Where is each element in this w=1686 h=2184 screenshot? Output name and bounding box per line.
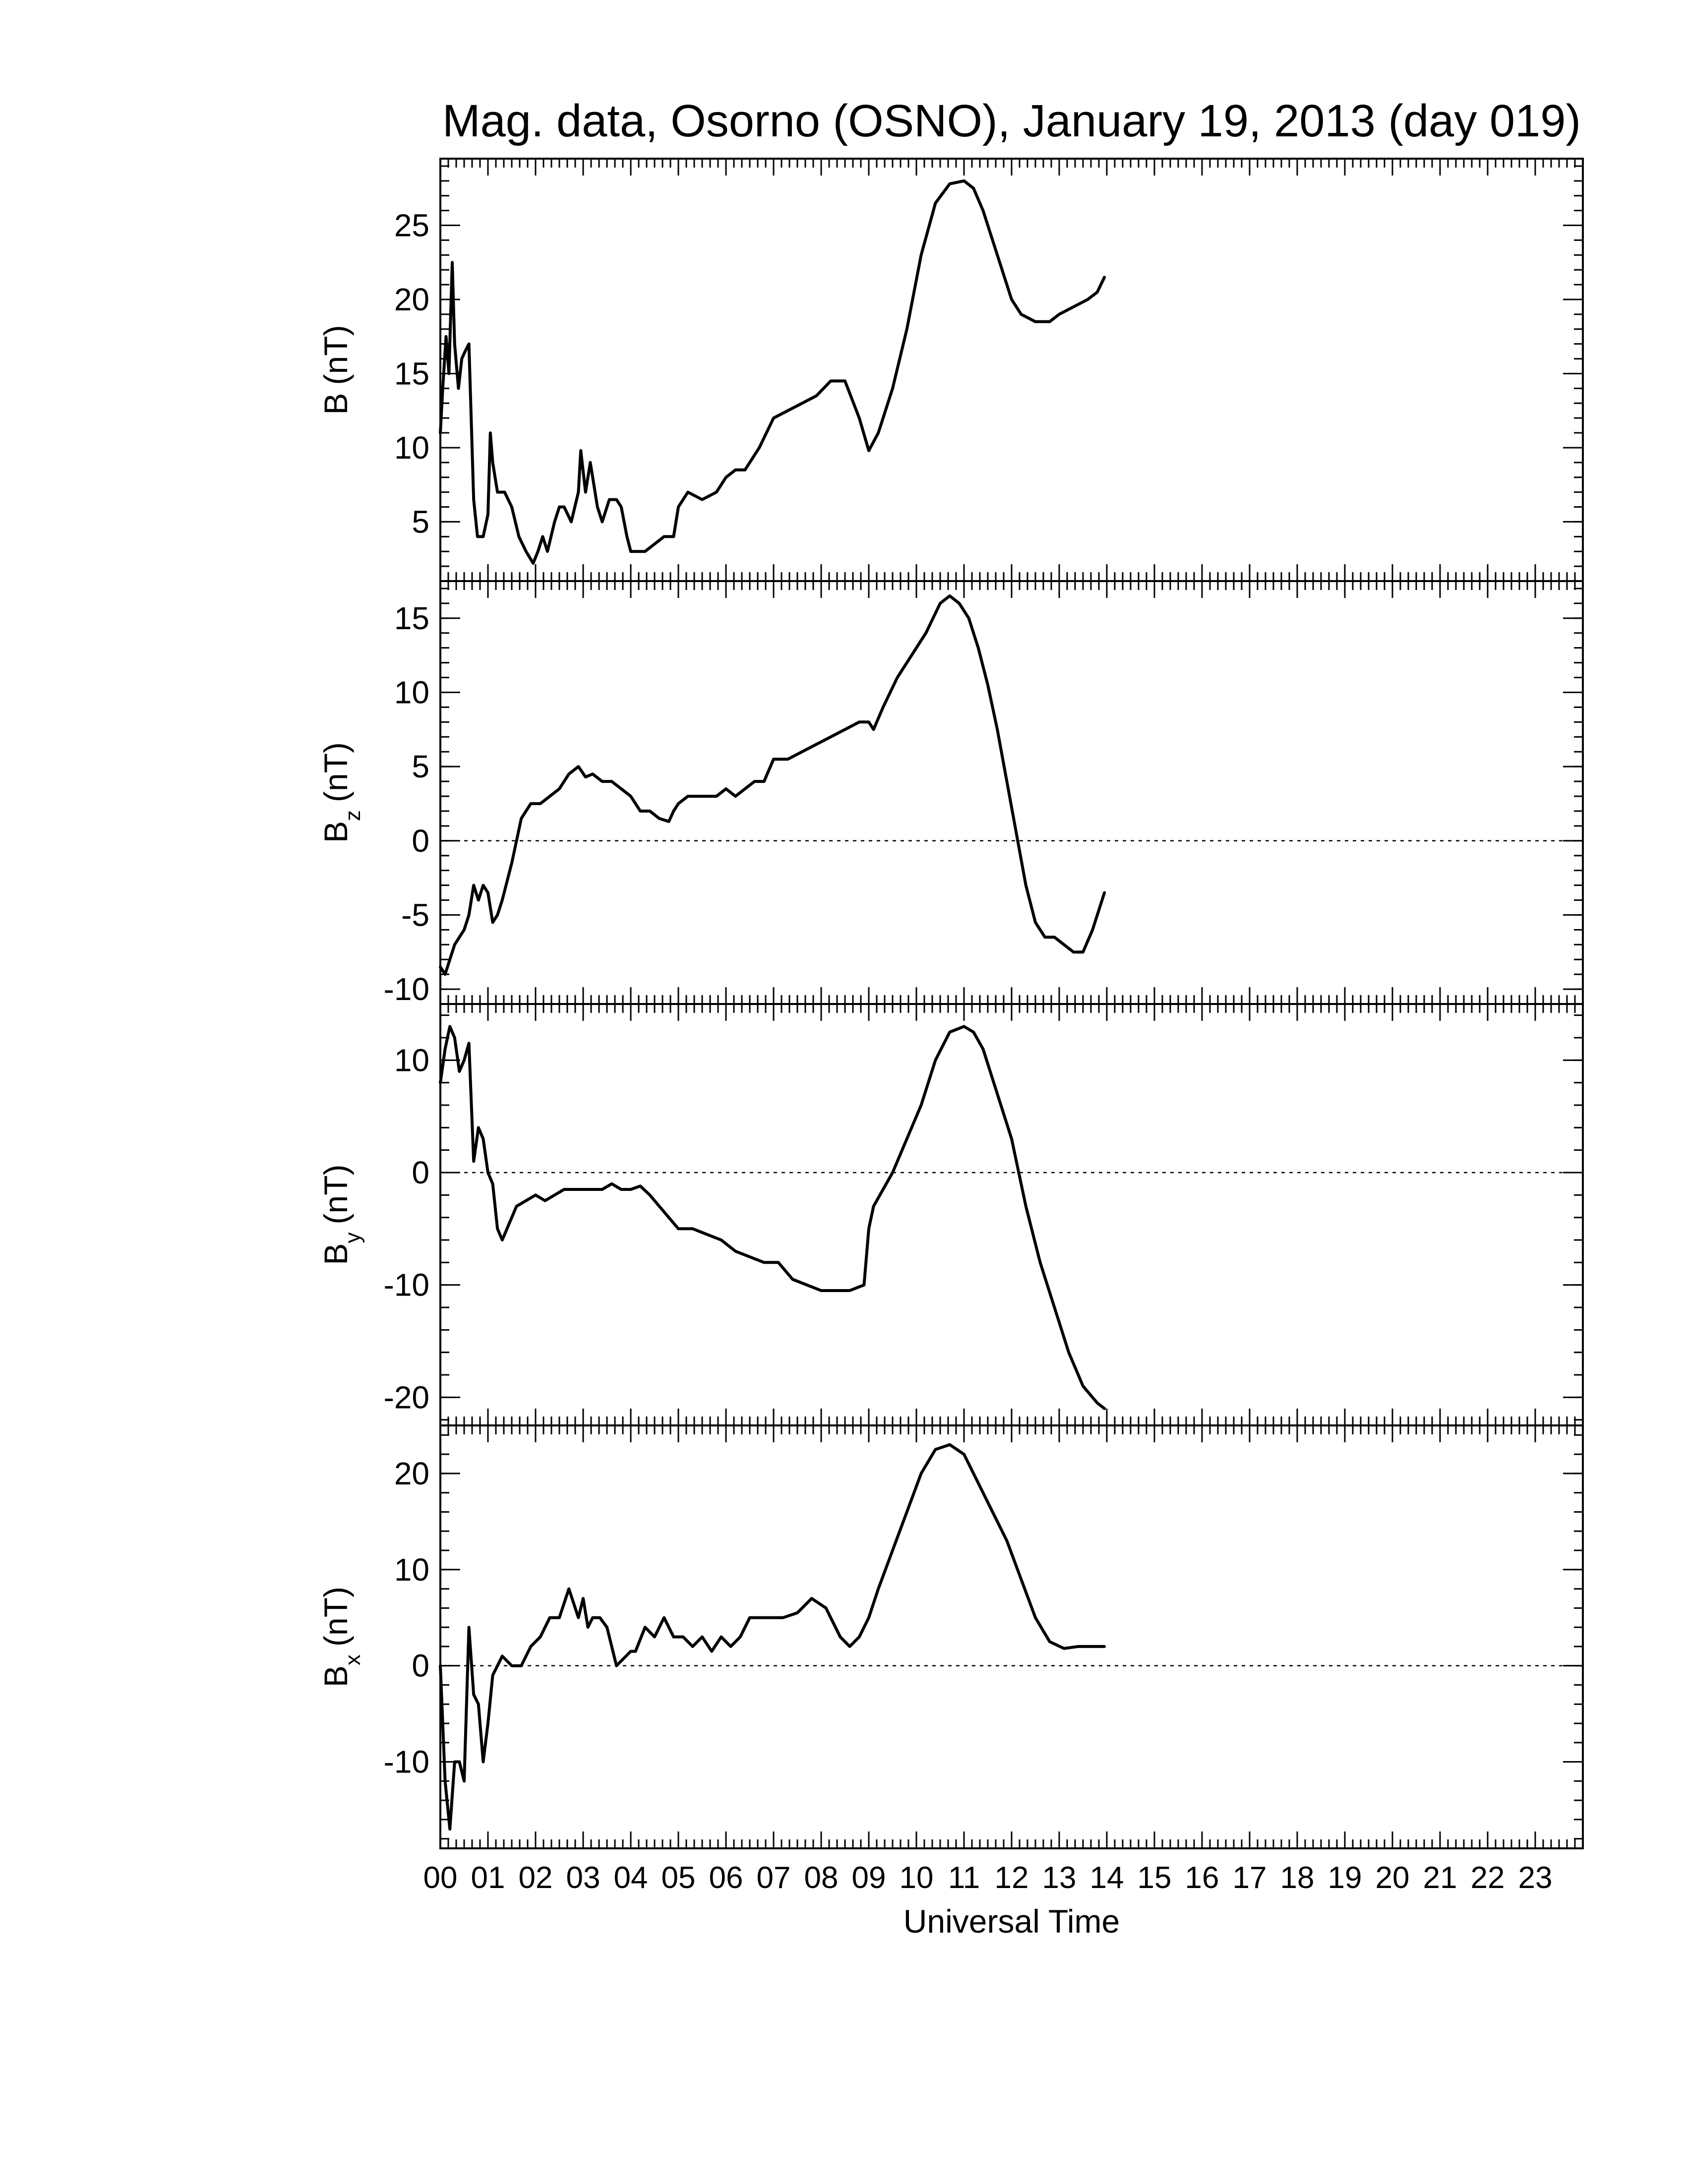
y-tick-label: -5 (401, 897, 429, 933)
x-tick-label: 16 (1185, 1861, 1219, 1895)
x-tick-label: 12 (995, 1861, 1029, 1895)
panel-B: 5 10 15 20 25 B (nT) (317, 158, 1584, 582)
y-tick-label: 0 (412, 823, 429, 859)
panels: 5 10 15 20 25 B (nT) -10 -5 0 5 10 15 Bz (nT) -20 -10 0 10… (317, 158, 1584, 1849)
x-axis-label: Universal Time (903, 1903, 1120, 1940)
y-tick-label: 5 (412, 749, 429, 784)
x-tick-label: 18 (1280, 1861, 1315, 1895)
y-tick-label: 15 (394, 355, 429, 391)
x-tick-label: 04 (614, 1861, 648, 1895)
x-tick-label: 05 (662, 1861, 696, 1895)
x-tick-label: 19 (1328, 1861, 1362, 1895)
y-tick-label: 10 (394, 674, 429, 710)
y-axis-label-main: B (317, 821, 354, 843)
y-tick-label: 15 (394, 600, 429, 636)
y-axis-label-main: B (317, 1665, 354, 1687)
x-tick-label: 14 (1090, 1861, 1124, 1895)
y-tick-label: 25 (394, 208, 429, 243)
y-tick-label: -10 (384, 1744, 430, 1780)
x-tick-label: 08 (804, 1861, 839, 1895)
y-tick-label: 5 (412, 504, 429, 539)
y-tick-label: 20 (394, 1456, 429, 1491)
x-tick-label: 03 (566, 1861, 601, 1895)
x-tick-label: 11 (948, 1861, 980, 1895)
y-tick-label: 10 (394, 430, 429, 466)
y-axis-label-unit: (nT) (317, 325, 354, 385)
y-tick-label: 10 (394, 1042, 429, 1078)
series-line-Bz (439, 594, 1106, 976)
y-axis-label-subscript: x (341, 1654, 365, 1665)
y-axis-label-unit: (nT) (317, 1164, 354, 1224)
x-tick-label: 22 (1471, 1861, 1505, 1895)
y-axis-label-By: By (nT) (317, 1164, 365, 1265)
panel-Bz: -10 -5 0 5 10 15 Bz (nT) (317, 580, 1584, 1007)
x-tick-label: 06 (709, 1861, 743, 1895)
x-tick-label: 02 (519, 1861, 553, 1895)
x-tick-label: 07 (757, 1861, 791, 1895)
y-tick-label: 10 (394, 1552, 429, 1588)
y-axis-label-main: B (317, 1243, 354, 1265)
x-tick-label: 00 (423, 1861, 458, 1895)
y-tick-label: -10 (384, 971, 430, 1007)
x-tick-label: 15 (1138, 1861, 1172, 1895)
series-line-By (439, 1025, 1106, 1410)
y-tick-label: 0 (412, 1648, 429, 1684)
x-tick-label: 13 (1042, 1861, 1077, 1895)
x-tick-label: 23 (1518, 1861, 1553, 1895)
y-axis-label-main: B (317, 393, 354, 414)
y-axis-label-Bz: Bz (nT) (317, 742, 365, 843)
y-tick-label: 20 (394, 282, 429, 317)
y-tick-label: -10 (384, 1267, 430, 1303)
y-axis-label-B: B (nT) (317, 325, 354, 414)
y-axis-label-subscript: y (341, 1232, 365, 1243)
y-axis-label-subscript: z (341, 810, 365, 821)
panel-Bx-frame (439, 1424, 1584, 1849)
panel-By-frame (439, 1003, 1584, 1426)
y-axis-label-unit: (nT) (317, 1587, 354, 1647)
y-tick-label: 0 (412, 1155, 429, 1190)
panel-B-frame (439, 158, 1584, 582)
x-tick-label: 10 (900, 1861, 934, 1895)
x-tick-label: 17 (1233, 1861, 1267, 1895)
x-tick-label: 09 (852, 1861, 886, 1895)
panel-Bz-frame (439, 580, 1584, 1005)
x-tick-label: 01 (471, 1861, 505, 1895)
x-tick-label: 20 (1376, 1861, 1410, 1895)
x-axis: 00 01 02 03 04 05 06 07 08 09 10 11 12 13 14 15 16 17 18 19… (423, 1861, 1553, 1895)
x-tick-label: 21 (1423, 1861, 1457, 1895)
y-axis-label-unit: (nT) (317, 742, 354, 802)
series-line-B (439, 179, 1106, 565)
panel-Bx: -10 0 10 20 Bx (nT) (317, 1424, 1584, 1849)
chart-title: Mag. data, Osorno (OSNO), January 19, 20… (442, 96, 1581, 146)
y-tick-label: -20 (384, 1379, 430, 1415)
series-line-Bx (439, 1443, 1106, 1831)
y-axis-label-Bx: Bx (nT) (317, 1587, 365, 1687)
panel-By: -20 -10 0 10 By (nT) (317, 1003, 1584, 1426)
